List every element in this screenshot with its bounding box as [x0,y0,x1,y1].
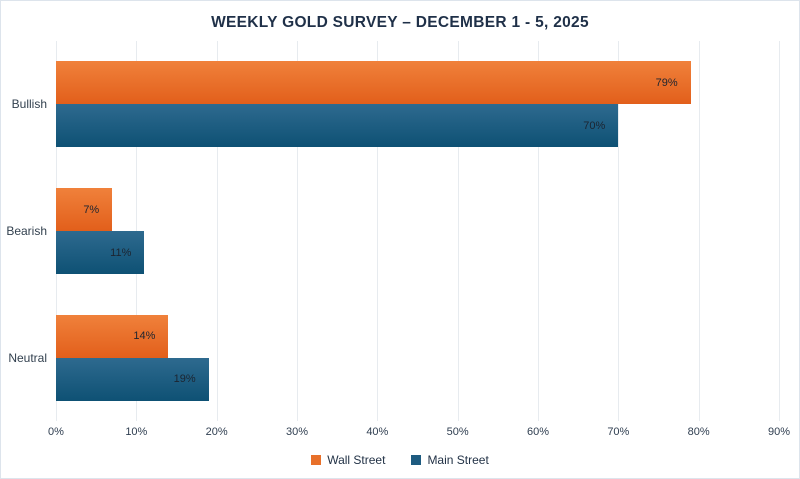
chart-legend: Wall Street Main Street [1,453,799,467]
x-tick-label: 50% [446,426,469,438]
wall-street-swatch-icon [311,455,322,465]
gridline-20% [216,41,218,421]
chart-title: WEEKLY GOLD SURVEY – DECEMBER 1 - 5, 202… [211,14,589,31]
bar-value-label: 79% [655,76,678,89]
bar-neutral-wall-street: 14% [56,314,169,358]
category-label-bearish: Bearish [6,224,47,238]
gridline-70% [618,41,620,421]
category-label-bullish: Bullish [11,97,47,112]
x-tick-label: 60% [526,426,550,438]
x-tick-label: 40% [366,426,389,438]
bar-neutral-main-street: 19% [56,357,209,401]
x-tick-label: 30% [285,426,309,438]
bar-value-label: 19% [173,373,196,386]
x-tick-label: 10% [125,426,148,438]
gridline-90% [779,41,780,421]
x-tick-label: 70% [607,426,630,438]
x-tick-label: 20% [205,426,228,438]
bar-value-label: 14% [133,330,156,343]
bar-bearish-wall-street: 7% [56,188,113,231]
plot-area: 79% 70% 7% 11% 14% 19% [56,41,780,421]
legend-item-wall-street: Wall Street [311,453,385,467]
bar-bullish-main-street: 70% [56,104,619,148]
x-tick-label: 90% [767,426,791,438]
bar-value-label: 7% [83,203,100,216]
main-street-swatch-icon [411,455,422,465]
bar-value-label: 70% [583,119,606,132]
gridline-80% [698,41,700,421]
category-label-neutral: Neutral [8,350,47,365]
gridline-60% [538,41,539,421]
x-tick-label: 80% [687,426,710,438]
legend-label: Main Street [427,453,489,467]
bar-value-label: 11% [110,246,132,259]
gridline-50% [457,41,459,421]
bar-bullish-wall-street: 79% [56,61,691,105]
legend-label: Wall Street [327,453,386,467]
gridline-30% [297,41,298,421]
gridline-40% [377,41,379,421]
legend-item-main-street: Main Street [411,453,489,467]
x-tick-label: 0% [48,426,64,438]
bar-bearish-main-street: 11% [56,231,145,274]
